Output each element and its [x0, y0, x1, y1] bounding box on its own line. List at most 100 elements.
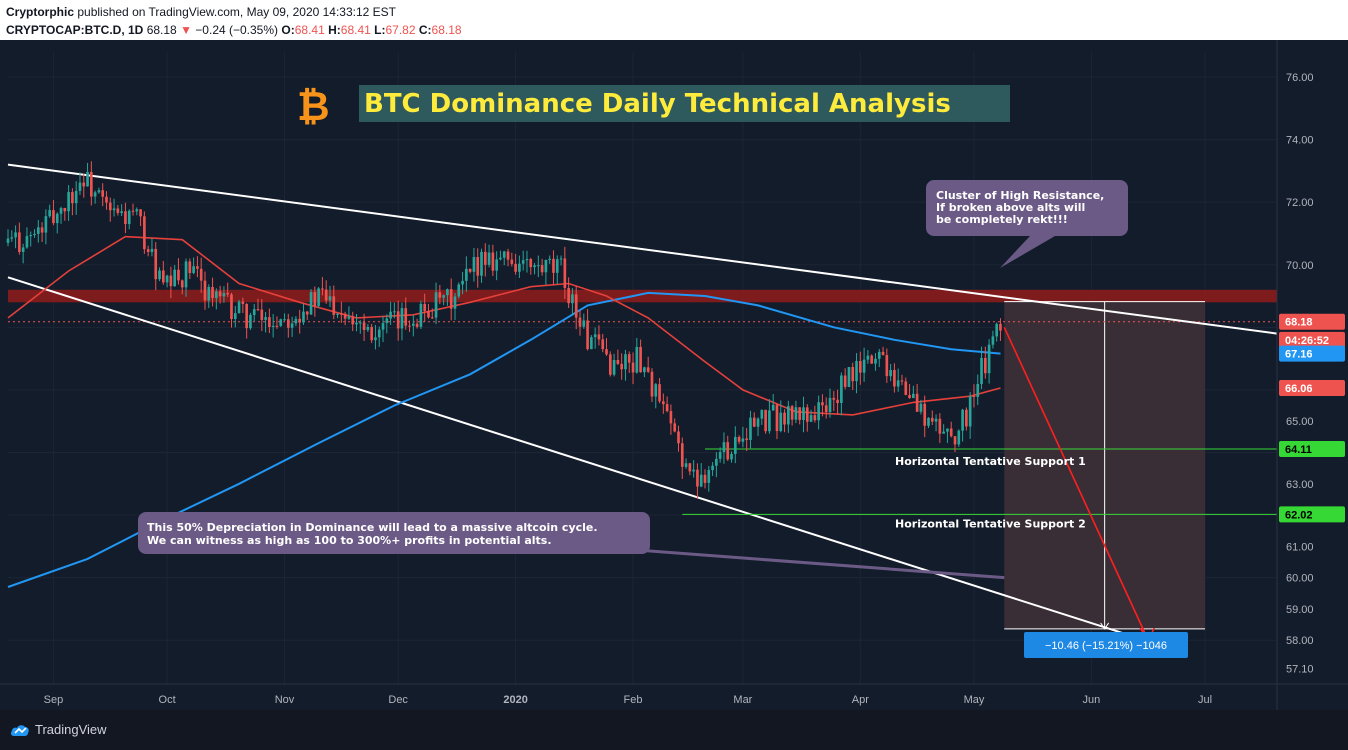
candle-body — [726, 442, 730, 460]
candle-body — [358, 322, 362, 324]
y-tick-label: 57.10 — [1286, 663, 1314, 675]
candle-body — [843, 375, 847, 387]
candle-body — [442, 295, 445, 298]
candle-body — [571, 294, 574, 304]
candle-body — [858, 361, 862, 373]
candle-body — [586, 320, 589, 350]
candle-body — [919, 403, 923, 412]
price-tag — [1279, 380, 1345, 397]
candle-body — [976, 384, 980, 397]
candle-body — [597, 334, 601, 340]
candle-body — [930, 417, 934, 422]
candle-body — [241, 301, 245, 304]
candle-body — [63, 207, 67, 212]
y-tick-label: 63.00 — [1286, 479, 1314, 491]
candle-body — [828, 397, 832, 413]
candle-body — [552, 258, 555, 273]
candle-body — [643, 367, 646, 373]
price-tag-label: 67.16 — [1285, 349, 1313, 361]
candle-body — [400, 308, 404, 329]
y-tick-label: 58.00 — [1286, 635, 1314, 647]
candle-body — [434, 292, 438, 318]
candle-body — [252, 309, 256, 315]
candle-body — [768, 410, 771, 432]
candle-body — [404, 308, 408, 326]
candle-body — [582, 320, 586, 327]
candle-body — [718, 452, 722, 459]
candle-body — [790, 406, 794, 420]
tradingview-logo[interactable]: TradingView — [10, 722, 107, 737]
candle-body — [991, 336, 995, 345]
measure-label: −10.46 (−15.21%) −1046 — [1045, 640, 1167, 652]
candle-body — [86, 171, 89, 187]
candle-body — [305, 311, 309, 315]
candle-body — [6, 238, 10, 243]
candle-body — [658, 384, 661, 402]
candle-body — [563, 258, 567, 288]
candle-body — [999, 323, 1002, 331]
candle-body — [74, 190, 78, 204]
candle-body — [44, 216, 48, 233]
high-value: 68.41 — [340, 23, 371, 37]
candle-body — [673, 423, 677, 432]
candle-body — [567, 287, 570, 304]
candle-body — [942, 431, 945, 434]
candle-body — [699, 474, 703, 487]
candle-body — [377, 329, 381, 338]
candle-body — [192, 266, 195, 273]
y-tick-label: 74.00 — [1286, 135, 1314, 147]
resistance-note-text: be completely rekt!!! — [936, 213, 1068, 226]
candle-body — [389, 311, 392, 319]
title-box — [359, 85, 1010, 122]
candle-body — [972, 396, 976, 398]
candle-body — [457, 284, 461, 297]
author-name[interactable]: Cryptorphic — [6, 5, 75, 19]
candle-body — [230, 294, 233, 320]
measure-arrow-icon — [1100, 622, 1110, 630]
candle-body — [684, 463, 688, 467]
candle-body — [215, 291, 218, 299]
candle-body — [620, 363, 623, 370]
symbol-label[interactable]: CRYPTOCAP:BTC.D, 1D — [6, 23, 144, 37]
candle-body — [237, 301, 241, 314]
candle-body — [336, 313, 339, 315]
y-tick-label: 61.00 — [1286, 541, 1314, 553]
price-tag — [1279, 441, 1345, 458]
candle-body — [286, 319, 290, 328]
candle-body — [374, 337, 377, 341]
candle-body — [298, 318, 302, 323]
altcoin-note-text: This 50% Depreciation in Dominance will … — [147, 521, 598, 534]
candle-body — [131, 210, 135, 212]
candle-body — [290, 323, 294, 328]
candle-body — [207, 286, 211, 301]
candle-body — [381, 323, 385, 330]
chart-area[interactable]: BTC Dominance Daily Technical Analysis ₿ C… — [0, 40, 1348, 710]
x-tick-label: May — [964, 694, 985, 706]
candle-body — [124, 211, 127, 224]
price-tag-label: 66.06 — [1285, 383, 1313, 395]
candle-body — [313, 292, 317, 306]
candle-body — [912, 393, 915, 398]
resistance-note-text: Cluster of High Resistance, — [936, 189, 1104, 202]
candle-body — [245, 303, 248, 329]
candle-body — [33, 233, 36, 236]
candle-body — [889, 369, 892, 377]
price-tag — [1279, 506, 1345, 523]
price-chart[interactable]: BTC Dominance Daily Technical Analysis ₿ C… — [0, 40, 1348, 710]
candle-body — [461, 280, 464, 285]
ma-fast-line — [7, 235, 1001, 416]
measure-label-box — [1024, 632, 1188, 658]
candle-body — [97, 190, 101, 193]
candle-body — [472, 257, 476, 272]
candle-body — [521, 260, 525, 264]
candle-body — [646, 367, 650, 372]
candle-body — [211, 286, 214, 299]
candle-body — [196, 266, 199, 269]
candle-body — [203, 280, 207, 301]
candle-body — [18, 232, 21, 252]
last-price: 68.18 — [146, 23, 177, 37]
candle-body — [226, 293, 230, 295]
candle-body — [146, 249, 150, 252]
candle-body — [366, 327, 370, 330]
candle-body — [601, 339, 605, 350]
